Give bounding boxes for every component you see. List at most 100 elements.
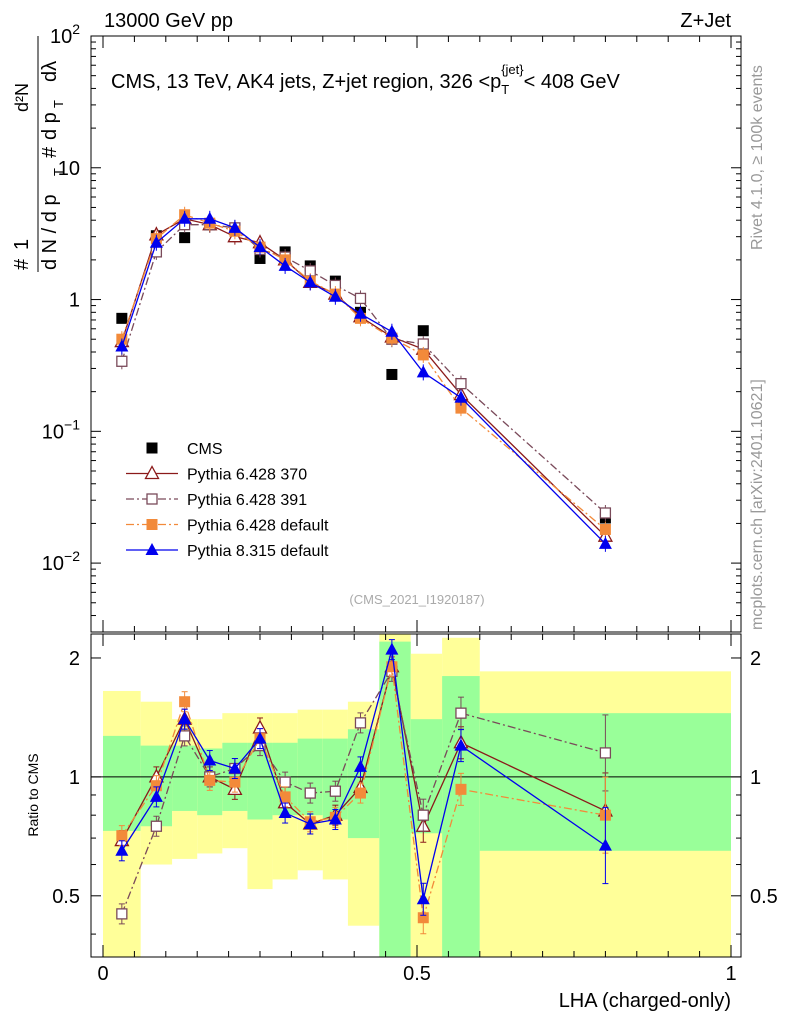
ratio-panel: 0 0.5 1 0.5 1 2 0.5 1 2 — [52, 633, 778, 985]
header-right: Z+Jet — [680, 10, 731, 32]
ratio-point — [328, 812, 342, 825]
ratio-point — [278, 806, 292, 819]
ratio-point — [229, 776, 241, 788]
data-point — [455, 402, 467, 414]
svg-text:d²N: d²N — [12, 83, 32, 112]
svg-text:T: T — [51, 168, 66, 176]
ratio-point — [599, 747, 612, 759]
series-4 — [115, 210, 612, 552]
data-point — [417, 325, 429, 337]
ratio-point — [179, 696, 191, 708]
ratio-point — [353, 759, 367, 772]
ratio-point — [279, 791, 291, 803]
data-point — [599, 507, 612, 519]
ratio-point — [304, 787, 316, 799]
x-tick-label: 0 — [97, 963, 108, 985]
ratio-y-tick-label-right: 0.5 — [750, 886, 778, 908]
ratio-y-tick-label: 1 — [69, 767, 80, 789]
ratio-point — [178, 730, 191, 742]
ratio-point — [455, 783, 467, 795]
ratio-ylabel: Ratio to CMS — [25, 753, 41, 836]
data-point — [149, 235, 163, 248]
ratio-point — [454, 738, 468, 751]
x-tick-label: 0.5 — [403, 963, 431, 985]
ratio-point — [329, 785, 342, 797]
data-point — [599, 523, 611, 535]
ratio-point — [279, 776, 291, 788]
ratio-point — [150, 780, 162, 792]
series-line — [121, 218, 606, 545]
ratio-point — [116, 908, 128, 920]
svg-text:dλ: dλ — [39, 61, 61, 82]
ratio-series-line — [121, 669, 606, 915]
legend-label: Pythia 6.428 370 — [187, 467, 307, 484]
analysis-id: (CMS_2021_I1920187) — [349, 592, 484, 607]
ratio-point — [253, 731, 267, 744]
data-point — [203, 211, 217, 224]
ratio-point — [385, 642, 399, 655]
svg-text:d N / d p: d N / d p — [39, 194, 61, 270]
ratio-point — [149, 789, 163, 802]
legend-marker — [144, 465, 160, 480]
data-point — [116, 312, 128, 324]
y-tick-label: 1 — [69, 290, 80, 312]
legend-marker — [146, 442, 158, 454]
ratio-point — [203, 753, 217, 766]
data-point — [254, 252, 266, 264]
data-point — [455, 378, 467, 390]
band-green — [172, 745, 198, 811]
y-tick-label: 10 — [58, 158, 80, 180]
legend-label: CMS — [187, 441, 223, 458]
ratio-point — [116, 830, 128, 842]
legend-marker — [146, 493, 158, 505]
data-point — [416, 365, 430, 378]
data-point — [253, 240, 267, 253]
data-point — [417, 349, 429, 361]
ratio-point — [178, 712, 192, 725]
ratio-point — [354, 717, 367, 729]
main-title: CMS, 13 TeV, AK4 jets, Z+jet region, 326… — [111, 62, 620, 97]
data-point — [303, 275, 317, 288]
x-axis-label: LHA (charged-only) — [559, 990, 731, 1012]
legend: CMS Pythia 6.428 370 Pythia 6.428 391 Pythi… — [126, 441, 329, 560]
ratio-point — [150, 820, 163, 832]
ratio-point — [598, 838, 612, 851]
data-point — [386, 368, 398, 380]
series-line — [121, 218, 606, 537]
main-ylabel: # 1 d N / d p T # d²N d p T dλ — [11, 36, 66, 272]
main-frame — [90, 35, 742, 633]
legend-marker — [146, 519, 158, 530]
data-point — [454, 390, 468, 403]
header-left: 13000 GeV pp — [104, 10, 233, 32]
ratio-point — [354, 787, 366, 799]
svg-text:T: T — [51, 100, 66, 108]
ratio-y-tick-label-right: 2 — [750, 648, 761, 670]
rivet-label: Rivet 4.1.0, ≥ 100k events — [749, 65, 766, 250]
band-green — [103, 735, 141, 831]
ratio-point — [228, 761, 242, 774]
data-point — [115, 339, 129, 352]
data-point — [598, 536, 612, 549]
data-point — [278, 258, 292, 271]
data-point — [228, 220, 242, 233]
ratio-point — [417, 809, 429, 821]
x-tick-label: 1 — [725, 963, 736, 985]
ratio-point — [455, 707, 467, 719]
ratio-point — [204, 774, 216, 786]
svg-text:#: # — [11, 258, 33, 270]
ratio-series-line — [121, 666, 606, 841]
data-point — [354, 292, 367, 305]
data-point — [328, 289, 342, 302]
y-tick-label: 102 — [50, 21, 80, 48]
data-point — [353, 306, 367, 319]
main-panel: 10−2 10−1 1 10 102 — [42, 21, 742, 633]
legend-marker — [145, 543, 159, 555]
ratio-y-tick-label: 0.5 — [52, 886, 80, 908]
ratio-y-tick-label: 2 — [69, 648, 80, 670]
ratio-point — [416, 892, 430, 905]
data-point — [116, 355, 128, 367]
y-tick-label: 10−2 — [42, 548, 80, 575]
ratio-series-line — [121, 666, 606, 918]
ratio-point — [115, 843, 129, 856]
